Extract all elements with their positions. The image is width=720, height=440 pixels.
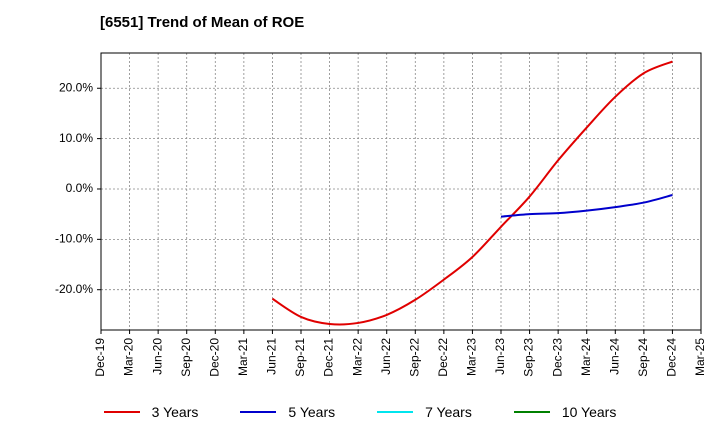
x-tick-label: Mar-24: [579, 338, 593, 376]
x-tick-label: Mar-25: [693, 338, 707, 376]
x-tick-label: Jun-24: [607, 338, 621, 375]
x-tick-label: Dec-23: [550, 338, 564, 377]
line-chart: 20.0% 10.0% 0.0% -10.0% -20.0% Dec-19 Mar-20 J…: [55, 52, 707, 377]
legend-label: 7 Years: [425, 404, 472, 420]
x-tick-label: Dec-20: [207, 338, 221, 377]
y-axis: 20.0% 10.0% 0.0% -10.0% -20.0%: [55, 80, 101, 296]
x-tick-label: Mar-21: [236, 338, 250, 376]
x-tick-label: Dec-24: [665, 338, 679, 377]
x-tick-label: Sep-22: [407, 338, 421, 377]
series: [271, 60, 673, 326]
legend-item-5-years: 5 Years: [240, 404, 335, 420]
x-tick-label: Sep-23: [522, 338, 536, 377]
y-tick-label: 0.0%: [66, 181, 94, 195]
x-tick-label: Mar-22: [350, 338, 364, 376]
legend-label: 3 Years: [151, 404, 199, 420]
legend: 3 Years 5 Years 7 Years 10 Years: [0, 404, 720, 420]
x-tick-label: Mar-20: [122, 338, 136, 376]
x-tick-label: Dec-19: [93, 338, 107, 377]
legend-label: 10 Years: [561, 404, 617, 420]
plot-frame: [100, 52, 702, 331]
x-tick-label: Jun-20: [150, 338, 164, 375]
series-line-3-years: [271, 60, 673, 326]
x-axis: Dec-19 Mar-20 Jun-20 Sep-20 Dec-20 Mar-21 Jun-…: [93, 330, 707, 377]
legend-swatch: [513, 411, 550, 413]
series-line-5-years: [500, 194, 673, 218]
legend-item-7-years: 7 Years: [377, 404, 472, 420]
x-tick-label: Dec-22: [436, 338, 450, 377]
legend-swatch: [240, 411, 277, 413]
x-tick-label: Dec-21: [322, 338, 336, 377]
x-tick-label: Jun-21: [265, 338, 279, 375]
grid: [101, 53, 701, 330]
x-tick-label: Sep-20: [179, 338, 193, 377]
x-tick-label: Jun-22: [379, 338, 393, 375]
legend-item-3-years: 3 Years: [103, 404, 199, 420]
legend-swatch: [103, 411, 140, 413]
legend-item-10-years: 10 Years: [513, 404, 617, 420]
y-tick-label: 10.0%: [59, 131, 93, 145]
y-tick-label: -20.0%: [55, 282, 93, 296]
x-tick-label: Sep-24: [636, 338, 650, 377]
legend-swatch: [377, 411, 414, 413]
x-tick-label: Sep-21: [293, 338, 307, 377]
x-tick-label: Mar-23: [465, 338, 479, 376]
chart-title: [6551] Trend of Mean of ROE: [100, 14, 305, 31]
legend-label: 5 Years: [288, 404, 336, 420]
x-tick-label: Jun-23: [493, 338, 507, 375]
y-tick-label: -10.0%: [55, 232, 93, 246]
y-tick-label: 20.0%: [59, 80, 93, 94]
